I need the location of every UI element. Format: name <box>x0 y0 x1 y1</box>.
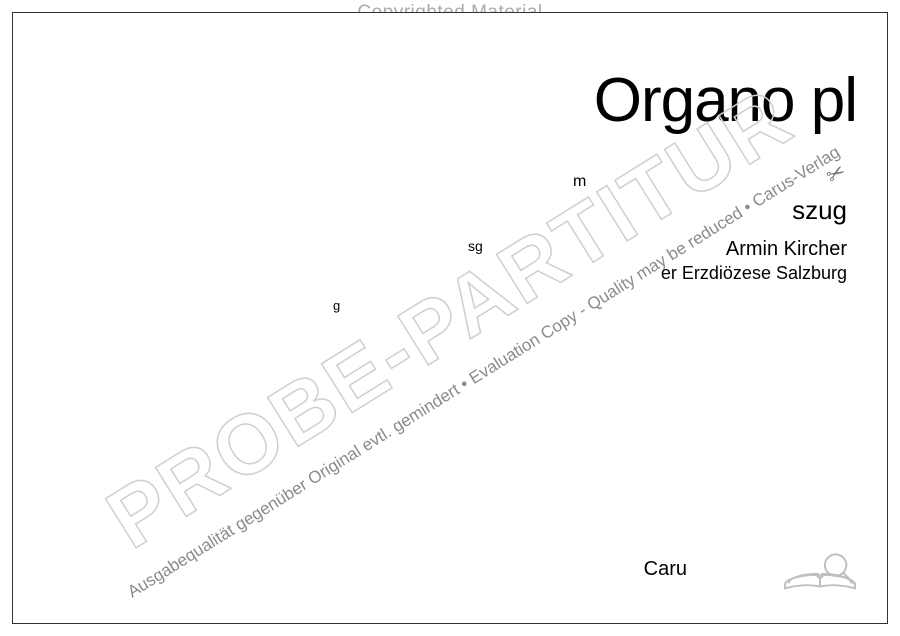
main-title: Organo pl <box>594 65 857 136</box>
page-frame: Organo pl szug Armin Kircher er Erzdiöze… <box>12 12 888 624</box>
text-fragment-m: m <box>573 173 586 191</box>
scissors-icon: ✂ <box>821 158 850 190</box>
title-block: Organo pl <box>594 65 857 136</box>
credit-author: Armin Kircher <box>726 238 847 261</box>
text-fragment-g: g <box>333 298 340 313</box>
credit-org: er Erzdiözese Salzburg <box>661 263 847 284</box>
text-fragment-sg: sg <box>468 238 483 254</box>
preview-book-icon <box>781 541 859 597</box>
subtitle-fragment: szug <box>792 195 847 226</box>
watermark-small: Ausgabequalität gegenüber Original evtl.… <box>124 142 844 602</box>
watermark-large: PROBE-PARTITUR <box>91 68 810 567</box>
publisher-name: Caru <box>644 558 687 581</box>
